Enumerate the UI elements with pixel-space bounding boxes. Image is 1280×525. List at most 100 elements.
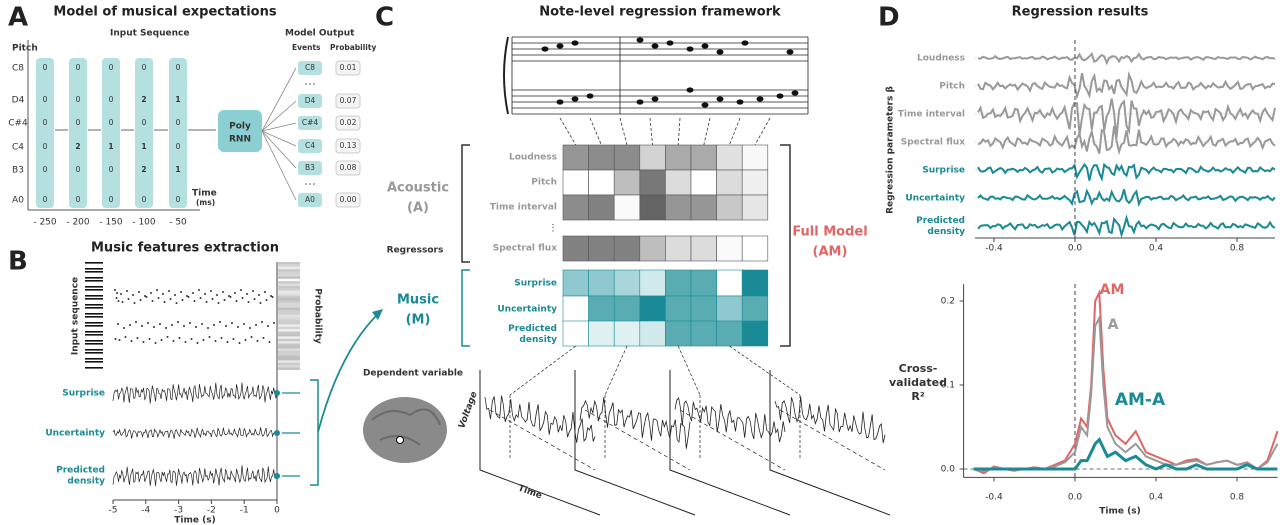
note-dot <box>231 322 233 324</box>
regressor-cell <box>588 320 615 347</box>
prob-band <box>278 326 300 330</box>
regressor-cell <box>665 269 692 297</box>
note-dot <box>207 327 209 329</box>
note-dot <box>114 338 117 340</box>
label: density <box>67 477 105 487</box>
note-dot <box>192 292 194 294</box>
voltage-trace <box>674 397 786 443</box>
note-dot <box>189 322 191 324</box>
prob-band <box>278 319 300 322</box>
series-line <box>973 288 1279 475</box>
label: 0 <box>142 63 147 72</box>
label: C#4 <box>302 118 319 127</box>
label: Pitch <box>12 44 38 54</box>
regressor-cell <box>639 269 666 297</box>
label: 0 <box>43 165 48 174</box>
prob-band <box>278 350 300 354</box>
label: C#4 <box>8 119 28 129</box>
note <box>716 49 724 55</box>
label: Note-level regression framework <box>539 5 781 20</box>
note-dot <box>219 321 221 323</box>
label: - 250 <box>33 218 57 228</box>
note-dot <box>234 292 236 294</box>
note-dot <box>115 297 118 299</box>
beta-curve <box>977 214 1276 239</box>
bracket <box>461 269 470 347</box>
note <box>556 43 564 49</box>
label: 0.8 <box>1230 244 1245 254</box>
note-dot <box>193 300 196 302</box>
label: (M) <box>406 313 431 328</box>
label: 0 <box>142 195 147 204</box>
piano-key <box>85 340 103 342</box>
note-dot <box>150 292 152 294</box>
note-dot <box>169 298 172 300</box>
piano-key <box>85 292 103 294</box>
electrode <box>396 436 404 444</box>
regressor-cell <box>562 295 589 323</box>
label: 0 <box>43 63 48 72</box>
note-dot <box>256 340 259 342</box>
regressor-cell <box>690 295 717 323</box>
event-box <box>298 61 322 75</box>
note <box>586 93 594 99</box>
piano-key <box>85 286 103 288</box>
link <box>729 345 801 396</box>
prob-band <box>278 360 300 363</box>
regressor-cell <box>562 235 589 262</box>
trend <box>679 409 786 471</box>
note-dot <box>273 322 275 324</box>
label: 1 <box>141 142 146 151</box>
note-dot <box>148 338 151 340</box>
note-dot <box>213 324 215 326</box>
link <box>649 117 653 146</box>
piano-key <box>85 262 103 264</box>
piano-key <box>85 331 103 333</box>
label: 0.00 <box>340 195 357 204</box>
regressor-cell <box>716 295 743 323</box>
label: 0.8 <box>1230 493 1245 503</box>
note-dot <box>268 341 271 343</box>
label: Poly <box>229 122 251 132</box>
note-dot <box>229 296 232 298</box>
label: 0.01 <box>340 63 357 72</box>
prob-band <box>278 367 300 370</box>
label: 0.07 <box>340 96 357 105</box>
note-dot <box>225 325 227 327</box>
piano-key <box>85 277 103 279</box>
note-dot <box>258 294 260 296</box>
voltage-trace <box>579 397 691 449</box>
piano-key <box>85 358 103 360</box>
label: 2 <box>141 95 146 104</box>
regressor-cell <box>613 235 641 262</box>
piano-key <box>85 364 103 366</box>
note <box>776 93 784 99</box>
note-dot <box>232 338 235 340</box>
regressor-cell <box>716 169 743 196</box>
arrow <box>261 130 297 201</box>
regressor-cell <box>665 144 692 171</box>
ellipsis: ⋮ <box>549 224 558 234</box>
prob-band <box>278 274 300 277</box>
label: Uncertainty <box>45 429 105 439</box>
series-label: AM <box>1100 282 1125 298</box>
link <box>559 117 577 146</box>
label: Time (s) <box>174 516 215 525</box>
arrow <box>261 130 297 169</box>
prob-band <box>278 281 300 284</box>
note-dot <box>195 326 197 328</box>
note-dot <box>190 338 193 340</box>
note-dot <box>205 301 208 303</box>
note-dot <box>253 298 256 300</box>
piano-key <box>85 301 103 303</box>
trend <box>489 409 596 471</box>
piano-key <box>85 295 103 297</box>
note-dot <box>157 297 160 299</box>
note-dot <box>259 302 262 304</box>
label: density <box>519 335 557 345</box>
piano-key <box>85 310 103 312</box>
prob-band <box>278 343 300 346</box>
regressor-cell <box>741 320 769 347</box>
prob-box <box>335 60 361 76</box>
note <box>716 96 724 102</box>
